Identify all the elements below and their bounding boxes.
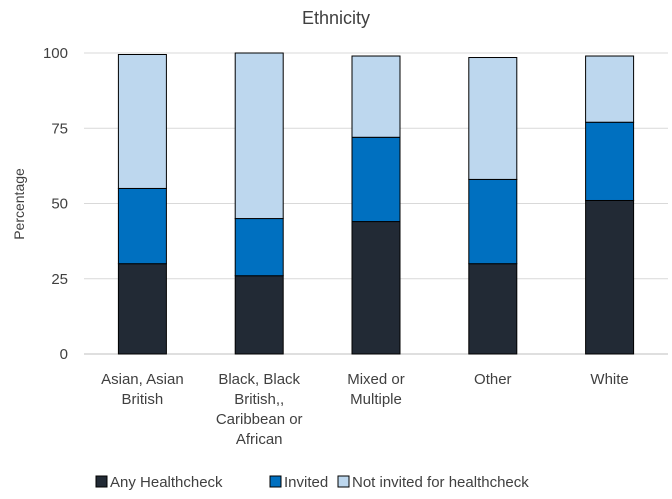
bar-segment (468, 57, 518, 180)
legend: Any Healthcheck Invited Not invited for he… (95, 474, 529, 491)
y-tick-label: 100 (43, 45, 68, 62)
bars (117, 52, 635, 355)
bar-segment (585, 121, 635, 201)
bar-segment (468, 178, 518, 265)
bar-segment (234, 218, 284, 277)
legend-item: Any Healthcheck (95, 474, 223, 491)
legend-item: Not invited for healthcheck (337, 474, 529, 491)
legend-label: Any Healthcheck (110, 474, 223, 491)
bar-segment (117, 187, 167, 265)
bar-segment (585, 55, 635, 123)
y-axis-ticks: 0 25 50 75 100 (43, 45, 68, 363)
x-tick-label: Asian, Asian British (101, 371, 184, 408)
bar-segment (351, 136, 401, 223)
x-tick-label: White (590, 371, 628, 388)
x-tick-label: Mixed or Multiple (347, 371, 405, 408)
y-tick-label: 50 (51, 196, 68, 213)
bar-segment (117, 54, 167, 189)
legend-swatch (95, 475, 108, 488)
chart-title: Ethnicity (302, 8, 370, 28)
legend-item: Invited (269, 474, 328, 491)
bar-segment (234, 275, 284, 355)
y-tick-label: 75 (51, 120, 68, 137)
bar-segment (117, 263, 167, 355)
y-tick-label: 0 (60, 346, 68, 363)
y-tick-label: 25 (51, 271, 68, 288)
x-tick-label: Black, Black British,, Caribbean or African (216, 371, 303, 448)
bar-segment (468, 263, 518, 355)
x-tick-label: Other (474, 371, 512, 388)
y-axis-label: Percentage (11, 168, 27, 240)
bar-segment (351, 221, 401, 355)
legend-swatch (337, 475, 350, 488)
legend-swatch (269, 475, 282, 488)
bar-segment (351, 55, 401, 138)
bar-segment (585, 199, 635, 355)
bar-segment (234, 52, 284, 220)
x-axis-labels: Asian, Asian British Black, Black British,,… (101, 371, 629, 448)
legend-label: Invited (284, 474, 328, 491)
legend-label: Not invited for healthcheck (352, 474, 529, 491)
